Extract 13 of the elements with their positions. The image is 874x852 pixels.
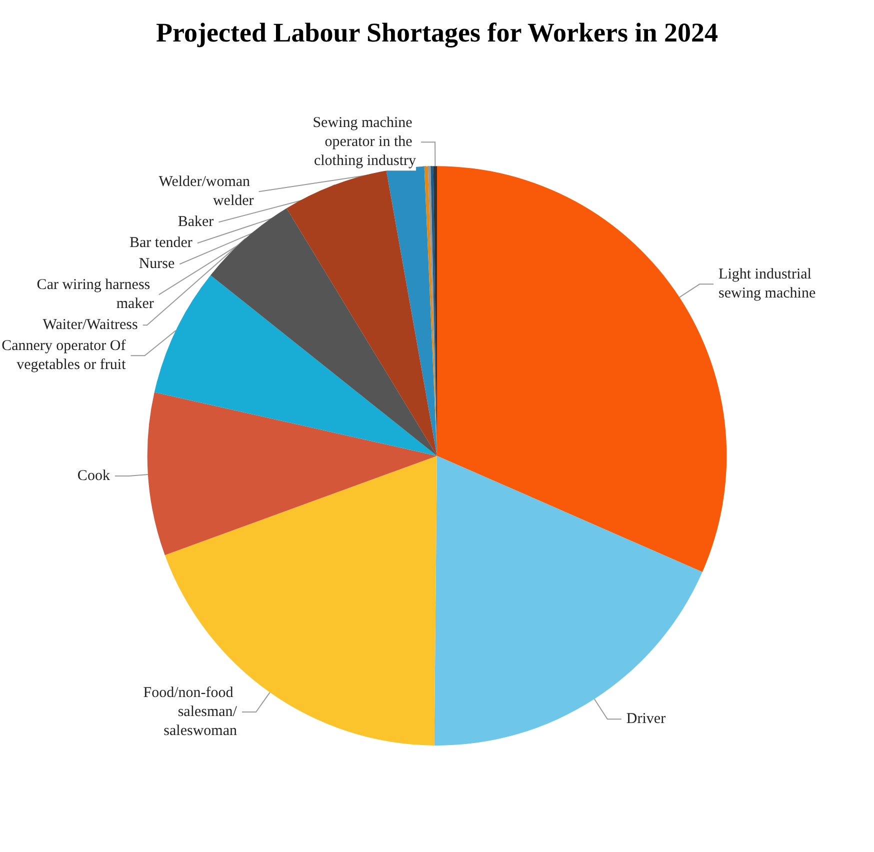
chart-title: Projected Labour Shortages for Workers in 2024: [156, 18, 718, 48]
slice-label: Baker: [178, 214, 214, 230]
slice-label: Sewing machine operator in the clothing industry: [312, 115, 417, 170]
slice-label: Food/non-food salesman/saleswoman: [143, 685, 238, 739]
slice-label: Bar tender: [129, 235, 192, 252]
slice-label: Cook: [77, 468, 110, 484]
slice-label: Waiter/Waitress: [42, 317, 138, 334]
slice-label: Driver: [626, 711, 666, 728]
slice-label: Welder/woman welder: [158, 174, 254, 210]
slice-label: Nurse: [138, 256, 175, 272]
slice-label: Light industrial sewing machine: [718, 266, 816, 302]
slice-label: Cannery operator Of vegetables or fruit: [2, 338, 127, 374]
slice-label: Car wiring harness maker: [36, 277, 154, 312]
